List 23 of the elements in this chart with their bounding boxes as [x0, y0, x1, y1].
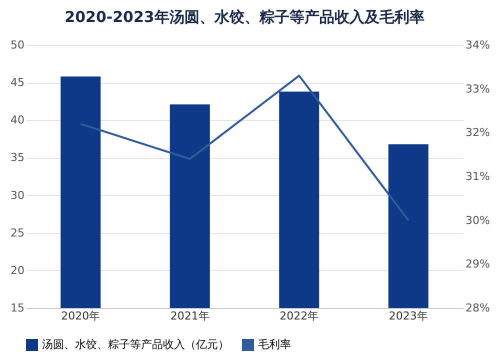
y2-tick-label: 29% — [466, 258, 490, 271]
y2-tick-label: 30% — [466, 214, 490, 227]
y-tick-label: 20 — [10, 264, 24, 277]
y2-tick-label: 31% — [466, 170, 490, 183]
y2-tick-label: 28% — [466, 302, 490, 314]
legend-label: 汤圆、水饺、粽子等产品收入（亿元） — [42, 338, 229, 351]
chart-title: 2020-2023年汤圆、水饺、粽子等产品收入及毛利率 — [64, 8, 424, 26]
y-tick-label: 15 — [10, 302, 24, 314]
x-tick-label: 2023年 — [388, 310, 428, 322]
y2-tick-label: 34% — [466, 38, 490, 52]
line-series — [80, 74, 410, 222]
y-tick-label: 45 — [10, 76, 24, 90]
x-tick-label: 2020年 — [61, 310, 100, 322]
y-tick-label: 40 — [10, 114, 24, 127]
x-tick-label: 2022年 — [280, 310, 319, 322]
y-tick-label: 35 — [10, 151, 24, 164]
y2-tick-label: 32% — [466, 126, 490, 140]
y-tick-label: 50 — [10, 38, 24, 52]
y-tick-label: 30 — [10, 188, 24, 202]
legend-label: 毛利率 — [258, 338, 291, 351]
x-tick-label: 2021年 — [170, 310, 210, 322]
y2-tick-label: 33% — [466, 82, 490, 96]
y-tick-label: 25 — [10, 226, 24, 240]
